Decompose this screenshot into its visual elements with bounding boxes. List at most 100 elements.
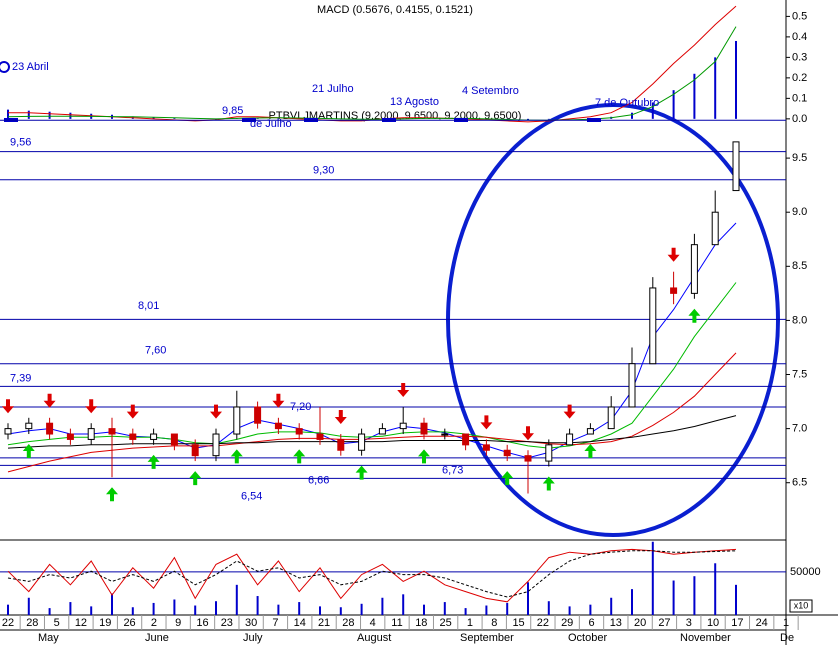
buy-arrow xyxy=(542,476,555,491)
annotation: 13 Agosto xyxy=(390,96,439,108)
candle-body xyxy=(482,444,490,451)
candle-body xyxy=(399,422,407,430)
candle-body xyxy=(129,433,137,440)
y-tick-label: 0.3 xyxy=(792,51,807,63)
x-tick-label: 8 xyxy=(491,617,497,629)
y-tick-label: 0.0 xyxy=(792,113,807,125)
y-tick-label: 9.5 xyxy=(792,152,807,164)
sell-arrow xyxy=(272,393,285,408)
sell-arrow xyxy=(480,415,493,430)
annotation: 4 Setembro xyxy=(462,85,519,97)
candle-body xyxy=(316,433,324,440)
candle-body xyxy=(274,422,282,430)
y-tick-label: 0.4 xyxy=(792,31,807,43)
series-line xyxy=(7,26,737,121)
x-tick-label: 4 xyxy=(370,617,376,629)
y-tick-label: 7.5 xyxy=(792,368,807,380)
candle-body xyxy=(170,433,178,446)
x-tick-label: 3 xyxy=(686,617,692,629)
x-tick-label: 22 xyxy=(2,617,14,629)
level-label: 9,85 xyxy=(222,105,243,117)
x-tick-label: 22 xyxy=(537,617,549,629)
sell-arrow xyxy=(2,399,14,414)
sell-arrow xyxy=(210,404,222,419)
x-tick-label: 25 xyxy=(440,617,452,629)
level-label: 7,20 xyxy=(290,401,311,413)
x-tick-label: 30 xyxy=(245,617,257,629)
sell-arrow xyxy=(126,404,139,419)
x-tick-label: 29 xyxy=(561,617,573,629)
buy-arrow xyxy=(189,471,202,486)
y-tick-label: 6.5 xyxy=(792,477,807,489)
y-tick-label: 50000 xyxy=(790,566,821,578)
candle-body xyxy=(670,287,678,294)
candle-body xyxy=(4,428,12,435)
buy-arrow xyxy=(230,449,243,464)
x-tick-label: 20 xyxy=(634,617,646,629)
candle-body xyxy=(420,422,428,435)
buy-arrow xyxy=(418,449,430,464)
x-tick-label: 28 xyxy=(26,617,38,629)
buy-arrow xyxy=(106,487,118,502)
series-line xyxy=(7,352,737,473)
x-tick-label: 19 xyxy=(99,617,111,629)
series-line xyxy=(7,415,737,449)
annotation: de Julho xyxy=(250,118,292,130)
buy-arrow xyxy=(293,449,306,464)
buy-arrow xyxy=(355,465,368,480)
level-label: 7,39 xyxy=(10,372,31,384)
y-tick-label: 8.5 xyxy=(792,260,807,272)
x-tick-label: 18 xyxy=(415,617,427,629)
buy-arrow xyxy=(147,454,160,469)
candle-body xyxy=(46,422,54,435)
candle-body xyxy=(150,433,158,440)
x-tick-label: 24 xyxy=(756,617,768,629)
annotation: 21 Julho xyxy=(312,83,354,95)
macd-title: MACD (0.5676, 0.4155, 0.1521) xyxy=(317,4,473,16)
highlight-ellipse xyxy=(446,103,780,537)
level-label: 7,60 xyxy=(145,345,166,357)
x-tick-label: 27 xyxy=(658,617,670,629)
month-label: June xyxy=(145,632,169,644)
x-tick-label: 23 xyxy=(221,617,233,629)
x-tick-label: 9 xyxy=(175,617,181,629)
candle-body xyxy=(212,433,220,457)
sell-arrow xyxy=(334,410,347,425)
buy-arrow xyxy=(501,471,514,486)
sell-arrow xyxy=(563,404,576,419)
level-label: 9,30 xyxy=(313,165,334,177)
candle-body xyxy=(503,449,511,457)
candle-body xyxy=(607,406,615,430)
x-tick-label: 12 xyxy=(75,617,87,629)
candle-body xyxy=(732,141,740,192)
x-tick-label: 2 xyxy=(151,617,157,629)
candle-body xyxy=(233,406,241,435)
candle-body xyxy=(66,433,74,440)
x-tick-label: 11 xyxy=(391,617,402,629)
level-label: 6,54 xyxy=(241,490,262,502)
level-label: 6,66 xyxy=(308,474,329,486)
scale-note: x10 xyxy=(794,600,809,610)
buy-arrow xyxy=(22,444,35,459)
candle-body xyxy=(690,244,698,294)
x-tick-label: 1 xyxy=(467,617,473,629)
candle-body xyxy=(586,428,594,435)
sell-arrow xyxy=(397,382,410,397)
series-line xyxy=(7,550,737,598)
x-tick-label: 10 xyxy=(707,617,719,629)
candle-body xyxy=(254,406,262,424)
buy-arrow xyxy=(688,308,701,323)
annotation-circle xyxy=(0,61,10,73)
x-tick-label: 7 xyxy=(272,617,278,629)
x-tick-label: 1 xyxy=(783,617,789,629)
sell-arrow xyxy=(667,247,680,262)
candle-body xyxy=(524,455,532,462)
x-tick-label: 17 xyxy=(731,617,743,629)
candle-body xyxy=(711,211,719,246)
y-tick-label: 0.5 xyxy=(792,10,807,22)
candle-body xyxy=(295,428,303,435)
y-tick-label: 8.0 xyxy=(792,314,807,326)
month-label: May xyxy=(38,632,59,644)
